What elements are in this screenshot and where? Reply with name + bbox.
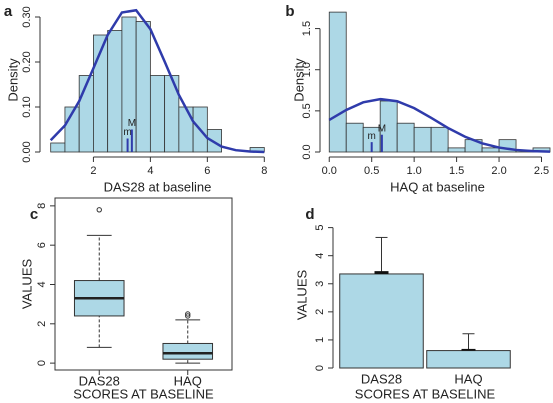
histogram-bar bbox=[447, 147, 466, 153]
y-tick-label: 3 bbox=[314, 281, 326, 287]
histogram-bar bbox=[481, 147, 500, 153]
y-tick-label: 0.0 bbox=[301, 144, 313, 159]
y-tick-label: 0.20 bbox=[21, 51, 33, 72]
se-band bbox=[374, 271, 389, 274]
histogram-bar bbox=[149, 75, 166, 153]
y-axis-label: Density bbox=[5, 58, 20, 102]
histogram-bar bbox=[328, 11, 347, 153]
y-tick-label: 1.5 bbox=[301, 21, 313, 36]
histogram-bar bbox=[107, 30, 123, 153]
x-tick-label: DAS28 bbox=[361, 371, 402, 386]
y-tick-label: 2 bbox=[36, 321, 48, 327]
outlier bbox=[185, 311, 191, 317]
marker-label: m bbox=[123, 127, 131, 138]
histogram-bar bbox=[206, 129, 222, 153]
y-tick-label: 0.00 bbox=[21, 141, 33, 162]
box bbox=[162, 342, 214, 360]
x-axis-label: DAS28 at baseline bbox=[104, 179, 212, 194]
marker-label: M bbox=[128, 118, 136, 129]
y-tick-label: 1 bbox=[314, 337, 326, 343]
x-tick-label: 0.0 bbox=[322, 165, 337, 177]
y-tick-label: 8 bbox=[36, 203, 48, 209]
marker-label: M bbox=[378, 123, 386, 134]
histogram-bar bbox=[430, 126, 449, 153]
panel-label: a bbox=[4, 3, 13, 20]
y-tick-label: 4 bbox=[36, 281, 48, 287]
y-tick-label: 0 bbox=[36, 360, 48, 366]
y-tick-label: 4 bbox=[314, 253, 326, 259]
x-tick-label: DAS28 bbox=[79, 373, 120, 388]
histogram-bar bbox=[413, 126, 432, 153]
panel-label: b bbox=[285, 3, 294, 20]
x-tick-label: HAQ bbox=[174, 373, 202, 388]
x-axis-label: HAQ at baseline bbox=[390, 179, 485, 194]
y-axis-label: VALUES bbox=[19, 259, 34, 310]
se-band bbox=[461, 348, 476, 351]
x-tick-label: 8 bbox=[261, 165, 267, 177]
y-tick-label: 0.10 bbox=[21, 96, 33, 117]
bar bbox=[426, 350, 511, 369]
x-tick-label: 4 bbox=[147, 165, 153, 177]
y-tick-label: 2 bbox=[314, 309, 326, 315]
panel-label: d bbox=[305, 206, 314, 223]
histogram-bar bbox=[396, 122, 415, 153]
y-tick-label: 0.5 bbox=[301, 103, 313, 118]
x-tick-label: 0.5 bbox=[364, 165, 379, 177]
density-curve bbox=[49, 8, 265, 154]
histogram-bar bbox=[135, 21, 151, 153]
x-tick-label: 1.5 bbox=[449, 165, 464, 177]
outlier bbox=[96, 207, 102, 213]
panel-label: c bbox=[30, 206, 38, 223]
x-axis-label: SCORES AT BASELINE bbox=[73, 386, 214, 401]
x-tick-label: 2 bbox=[90, 165, 96, 177]
y-tick-label: 1.0 bbox=[301, 62, 313, 77]
marker-label: m bbox=[368, 131, 376, 142]
density-curve bbox=[328, 97, 551, 153]
x-tick-label: 2.5 bbox=[534, 165, 549, 177]
histogram-bar bbox=[50, 142, 66, 153]
y-tick-label: 0 bbox=[314, 365, 326, 371]
y-tick-label: 5 bbox=[314, 225, 326, 231]
x-tick-label: 6 bbox=[204, 165, 210, 177]
histogram-bar bbox=[178, 106, 194, 153]
outlier bbox=[185, 313, 191, 319]
y-axis-label: Density bbox=[291, 58, 306, 102]
histogram-bar bbox=[345, 122, 364, 153]
x-tick-label: 1.0 bbox=[407, 165, 422, 177]
x-tick-label: 2.0 bbox=[491, 165, 506, 177]
y-tick-label: 6 bbox=[36, 242, 48, 248]
x-axis-label: SCORES AT BASELINE bbox=[355, 386, 496, 401]
x-tick-label: HAQ bbox=[454, 371, 482, 386]
y-axis-label: VALUES bbox=[294, 270, 309, 321]
y-tick-label: 0.30 bbox=[21, 6, 33, 27]
bar bbox=[339, 273, 424, 369]
